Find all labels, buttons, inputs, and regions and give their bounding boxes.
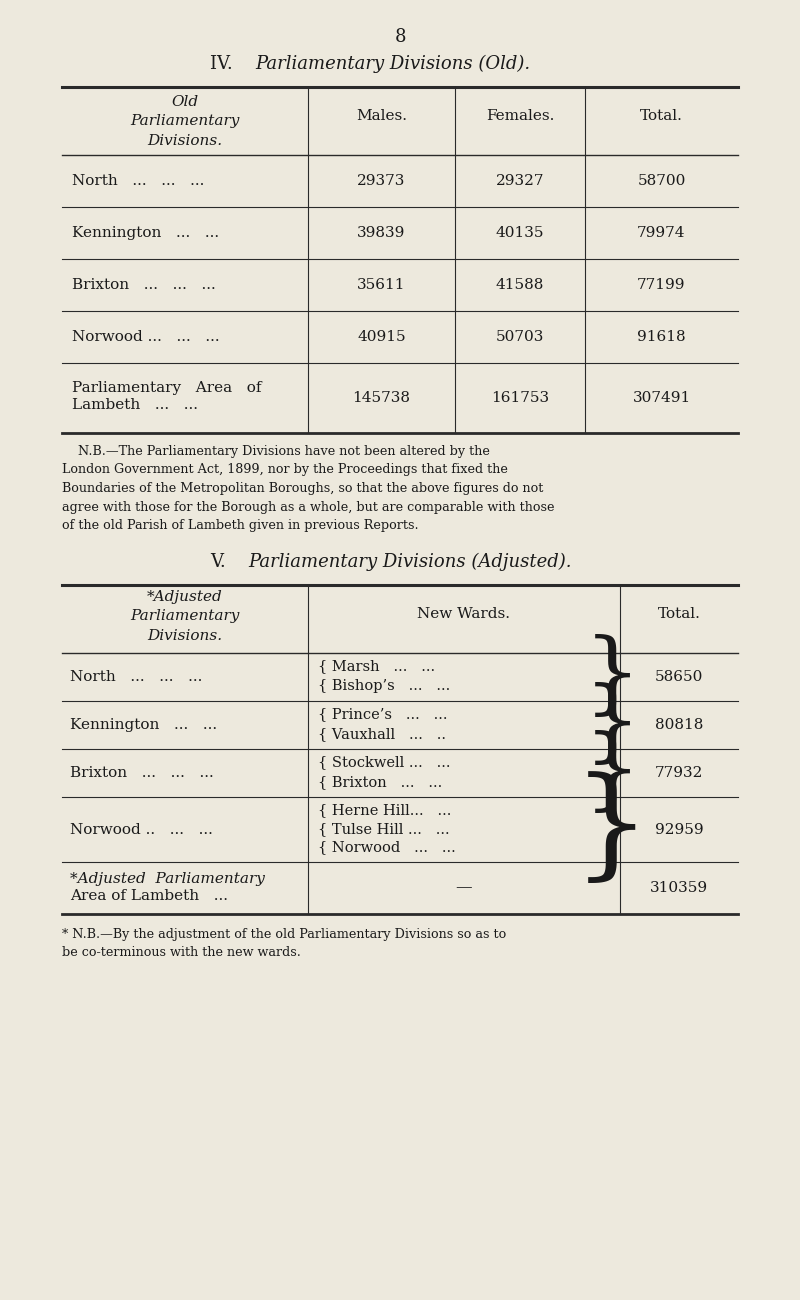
Text: { Marsh   ...   ...: { Marsh ... ... [318,659,435,673]
Text: 29327: 29327 [496,174,544,188]
Text: 35611: 35611 [358,278,406,292]
Text: { Brixton   ...   ...: { Brixton ... ... [318,775,442,789]
Text: Brixton   ...   ...   ...: Brixton ... ... ... [70,766,214,780]
Text: }: } [583,633,641,720]
Text: { Vauxhall   ...   ..: { Vauxhall ... .. [318,727,446,741]
Text: 91618: 91618 [637,330,686,344]
Text: { Stockwell ...   ...: { Stockwell ... ... [318,755,450,770]
Text: { Norwood   ...   ...: { Norwood ... ... [318,840,456,854]
Text: Females.: Females. [486,109,554,124]
Text: *Adjusted  Parliamentary: *Adjusted Parliamentary [70,872,265,887]
Text: 145738: 145738 [353,391,410,406]
Text: 310359: 310359 [650,881,708,894]
Text: Parliamentary   Area   of: Parliamentary Area of [72,381,262,395]
Text: *Adjusted
Parliamentary
Divisions.: *Adjusted Parliamentary Divisions. [130,590,240,644]
Text: New Wards.: New Wards. [418,607,510,621]
Text: 41588: 41588 [496,278,544,292]
Text: 161753: 161753 [491,391,549,406]
Text: Kennington   ...   ...: Kennington ... ... [70,718,217,732]
Text: }: } [583,729,641,816]
Text: 39839: 39839 [358,226,406,240]
Text: { Tulse Hill ...   ...: { Tulse Hill ... ... [318,822,450,836]
Text: 92959: 92959 [654,823,703,836]
Text: Old
Parliamentary
Divisions.: Old Parliamentary Divisions. [130,95,240,148]
Text: Brixton   ...   ...   ...: Brixton ... ... ... [72,278,216,292]
Text: Area of Lambeth   ...: Area of Lambeth ... [70,889,228,903]
Text: North   ...   ...   ...: North ... ... ... [72,174,204,188]
Text: Norwood ..   ...   ...: Norwood .. ... ... [70,823,213,836]
Text: V.: V. [210,552,238,571]
Text: * N.B.—By the adjustment of the old Parliamentary Divisions so as to
be co-termi: * N.B.—By the adjustment of the old Parl… [62,928,506,959]
Text: Total.: Total. [640,109,683,124]
Text: North   ...   ...   ...: North ... ... ... [70,670,202,684]
Text: N.B.—The Parliamentary Divisions have not been altered by the
London Government : N.B.—The Parliamentary Divisions have no… [62,445,554,532]
Text: 77932: 77932 [655,766,703,780]
Text: 58700: 58700 [638,174,686,188]
Text: Kennington   ...   ...: Kennington ... ... [72,226,219,240]
Text: Parliamentary Divisions (Adjusted).: Parliamentary Divisions (Adjusted). [248,552,571,571]
Text: Males.: Males. [356,109,407,124]
Text: { Prince’s   ...   ...: { Prince’s ... ... [318,707,447,722]
Text: 77199: 77199 [638,278,686,292]
Text: Total.: Total. [658,607,701,621]
Text: 40135: 40135 [496,226,544,240]
Text: —: — [456,880,472,897]
Text: { Herne Hill...   ...: { Herne Hill... ... [318,803,451,818]
Text: 40915: 40915 [357,330,406,344]
Text: Norwood ...   ...   ...: Norwood ... ... ... [72,330,220,344]
Text: { Bishop’s   ...   ...: { Bishop’s ... ... [318,679,450,693]
Text: Parliamentary Divisions (Old).: Parliamentary Divisions (Old). [255,55,530,73]
Text: 29373: 29373 [358,174,406,188]
Text: 79974: 79974 [638,226,686,240]
Text: 50703: 50703 [496,330,544,344]
Text: 307491: 307491 [632,391,690,406]
Text: 80818: 80818 [655,718,703,732]
Text: 8: 8 [394,29,406,46]
Text: Lambeth   ...   ...: Lambeth ... ... [72,398,198,412]
Text: IV.: IV. [210,55,244,73]
Text: 58650: 58650 [655,670,703,684]
Text: }: } [574,771,650,888]
Text: }: } [583,681,641,768]
